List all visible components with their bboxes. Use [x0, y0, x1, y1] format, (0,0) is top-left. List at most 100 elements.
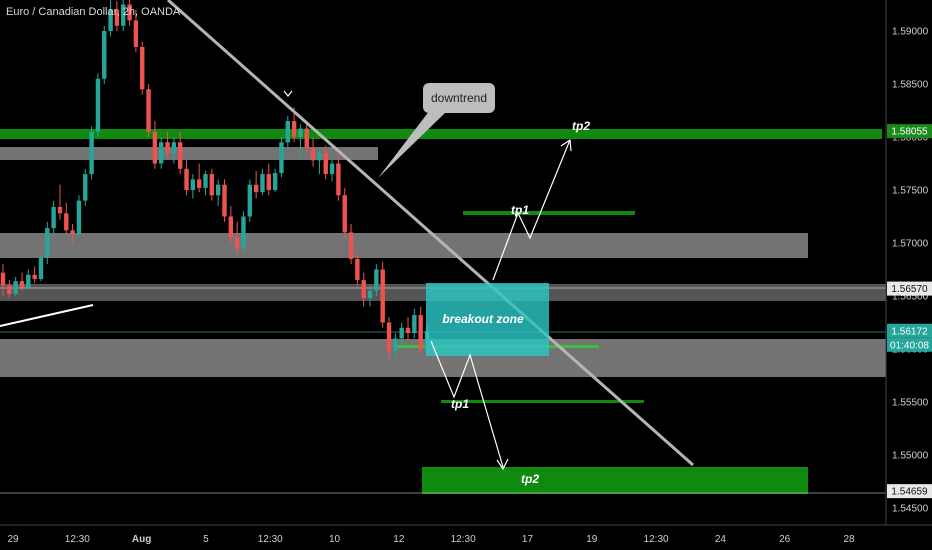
candle: [7, 280, 12, 299]
candle: [121, 0, 126, 31]
candle: [329, 158, 335, 182]
candle: [253, 170, 259, 199]
tp1-up-line: [463, 211, 635, 215]
price-tick-label: 1.55000: [892, 451, 929, 462]
price-tick-label: 1.57500: [892, 186, 929, 197]
candle: [26, 269, 31, 290]
price-tag: 1.54659: [887, 484, 932, 499]
candle: [304, 121, 309, 153]
candle: [177, 131, 183, 175]
candle: [95, 73, 101, 137]
price-tick-label: 1.58500: [892, 80, 929, 91]
candle: [13, 276, 18, 296]
time-tick-label: 12:30: [451, 534, 476, 545]
time-tick-label: 28: [843, 534, 855, 545]
candle: [272, 168, 278, 193]
candle: [102, 25, 107, 84]
candle: [38, 253, 44, 282]
candle: [380, 262, 385, 328]
time-tick-label: 12: [393, 534, 405, 545]
candle: [317, 147, 322, 175]
downtrend-label: downtrend: [431, 91, 487, 105]
time-tick-label: 12:30: [644, 534, 669, 545]
candle: [127, 0, 132, 26]
downtrend-callout-tail: [378, 110, 446, 178]
candle: [51, 200, 56, 238]
price-tick-label: 1.57000: [892, 239, 929, 250]
time-axis[interactable]: 29 12:30 Aug 5 12:30 10 12 12:30 17 19 12:30 24 26 28: [0, 524, 932, 545]
candle: [203, 170, 208, 196]
uptrend-line: [0, 304, 94, 327]
tp2-down-label: tp2: [521, 472, 539, 486]
candle: [70, 223, 75, 243]
candle: [298, 124, 303, 159]
price-tag: 1.56570: [887, 281, 932, 296]
time-tick-label: 26: [779, 534, 791, 545]
candle: [241, 211, 246, 252]
candle: [209, 168, 215, 201]
candle: [405, 317, 411, 341]
candle: [361, 272, 366, 307]
candle: [89, 126, 94, 180]
candle: [228, 205, 234, 243]
candle: [76, 195, 82, 237]
candle: [19, 272, 25, 291]
bearish-projection: [430, 340, 504, 468]
breakout-zone-box[interactable]: [426, 283, 549, 356]
price-tag-label: 1.58055: [891, 127, 928, 138]
price-tag-label: 01:40:08: [890, 340, 929, 351]
symbol-title: Euro / Canadian Dollar, 2h, OANDA: [6, 6, 181, 18]
price-tag: 1.58055: [887, 124, 932, 139]
candle: [165, 131, 170, 159]
tp2-down-band: [422, 467, 808, 494]
candle: [215, 179, 221, 206]
time-tick-label: 10: [329, 534, 341, 545]
candle: [336, 156, 341, 201]
time-tick-label: 12:30: [65, 534, 90, 545]
candle: [374, 264, 379, 296]
candle: [196, 163, 202, 193]
resistance-zone-mid: [0, 233, 808, 258]
price-tick-label: 1.59000: [892, 27, 929, 38]
downtrend-line: [167, 0, 694, 467]
candle: [57, 184, 63, 220]
candle: [393, 333, 398, 358]
bearish-arrowhead: [496, 458, 509, 471]
drawings-layer: downtrend tp2 tp1 breakout zone tp1 tp2: [0, 0, 694, 486]
candle: [348, 223, 354, 265]
candle: [114, 1, 120, 31]
candle: [367, 285, 373, 307]
candle: [146, 84, 151, 137]
price-axis[interactable]: 1.590001.585001.580001.575001.570001.565…: [885, 0, 932, 525]
candle: [285, 115, 290, 148]
price-tag: 01:40:08: [887, 337, 932, 352]
candle: [140, 41, 145, 95]
candle: [266, 163, 271, 196]
price-tick-label: 1.56500: [892, 292, 929, 303]
price-tick-label: 1.55500: [892, 398, 929, 409]
time-tick-label: 12:30: [258, 534, 283, 545]
candle: [152, 121, 158, 169]
candles-layer: [0, 0, 430, 360]
price-tag: 1.56172: [887, 323, 932, 338]
price-tag-label: 1.56570: [891, 284, 928, 295]
time-tick-label: 19: [586, 534, 598, 545]
candle: [310, 137, 316, 167]
tp1-down-label: tp1: [451, 397, 469, 411]
price-tag-label: 1.56172: [891, 326, 928, 337]
candle: [386, 317, 392, 360]
bullish-arrowhead: [560, 138, 572, 152]
time-tick-label: 5: [203, 534, 209, 545]
downtrend-callout-box[interactable]: [423, 83, 495, 113]
candle: [234, 221, 240, 254]
pivot-marker: [283, 90, 293, 97]
time-tick-label: Aug: [132, 534, 151, 545]
candle: [323, 145, 328, 180]
tp2-up-band: [0, 129, 882, 139]
candle: [171, 137, 177, 164]
price-tick-label: 1.54500: [892, 504, 929, 515]
candle: [190, 174, 196, 199]
tp1-up-label: tp1: [511, 203, 529, 217]
candle: [0, 264, 6, 296]
